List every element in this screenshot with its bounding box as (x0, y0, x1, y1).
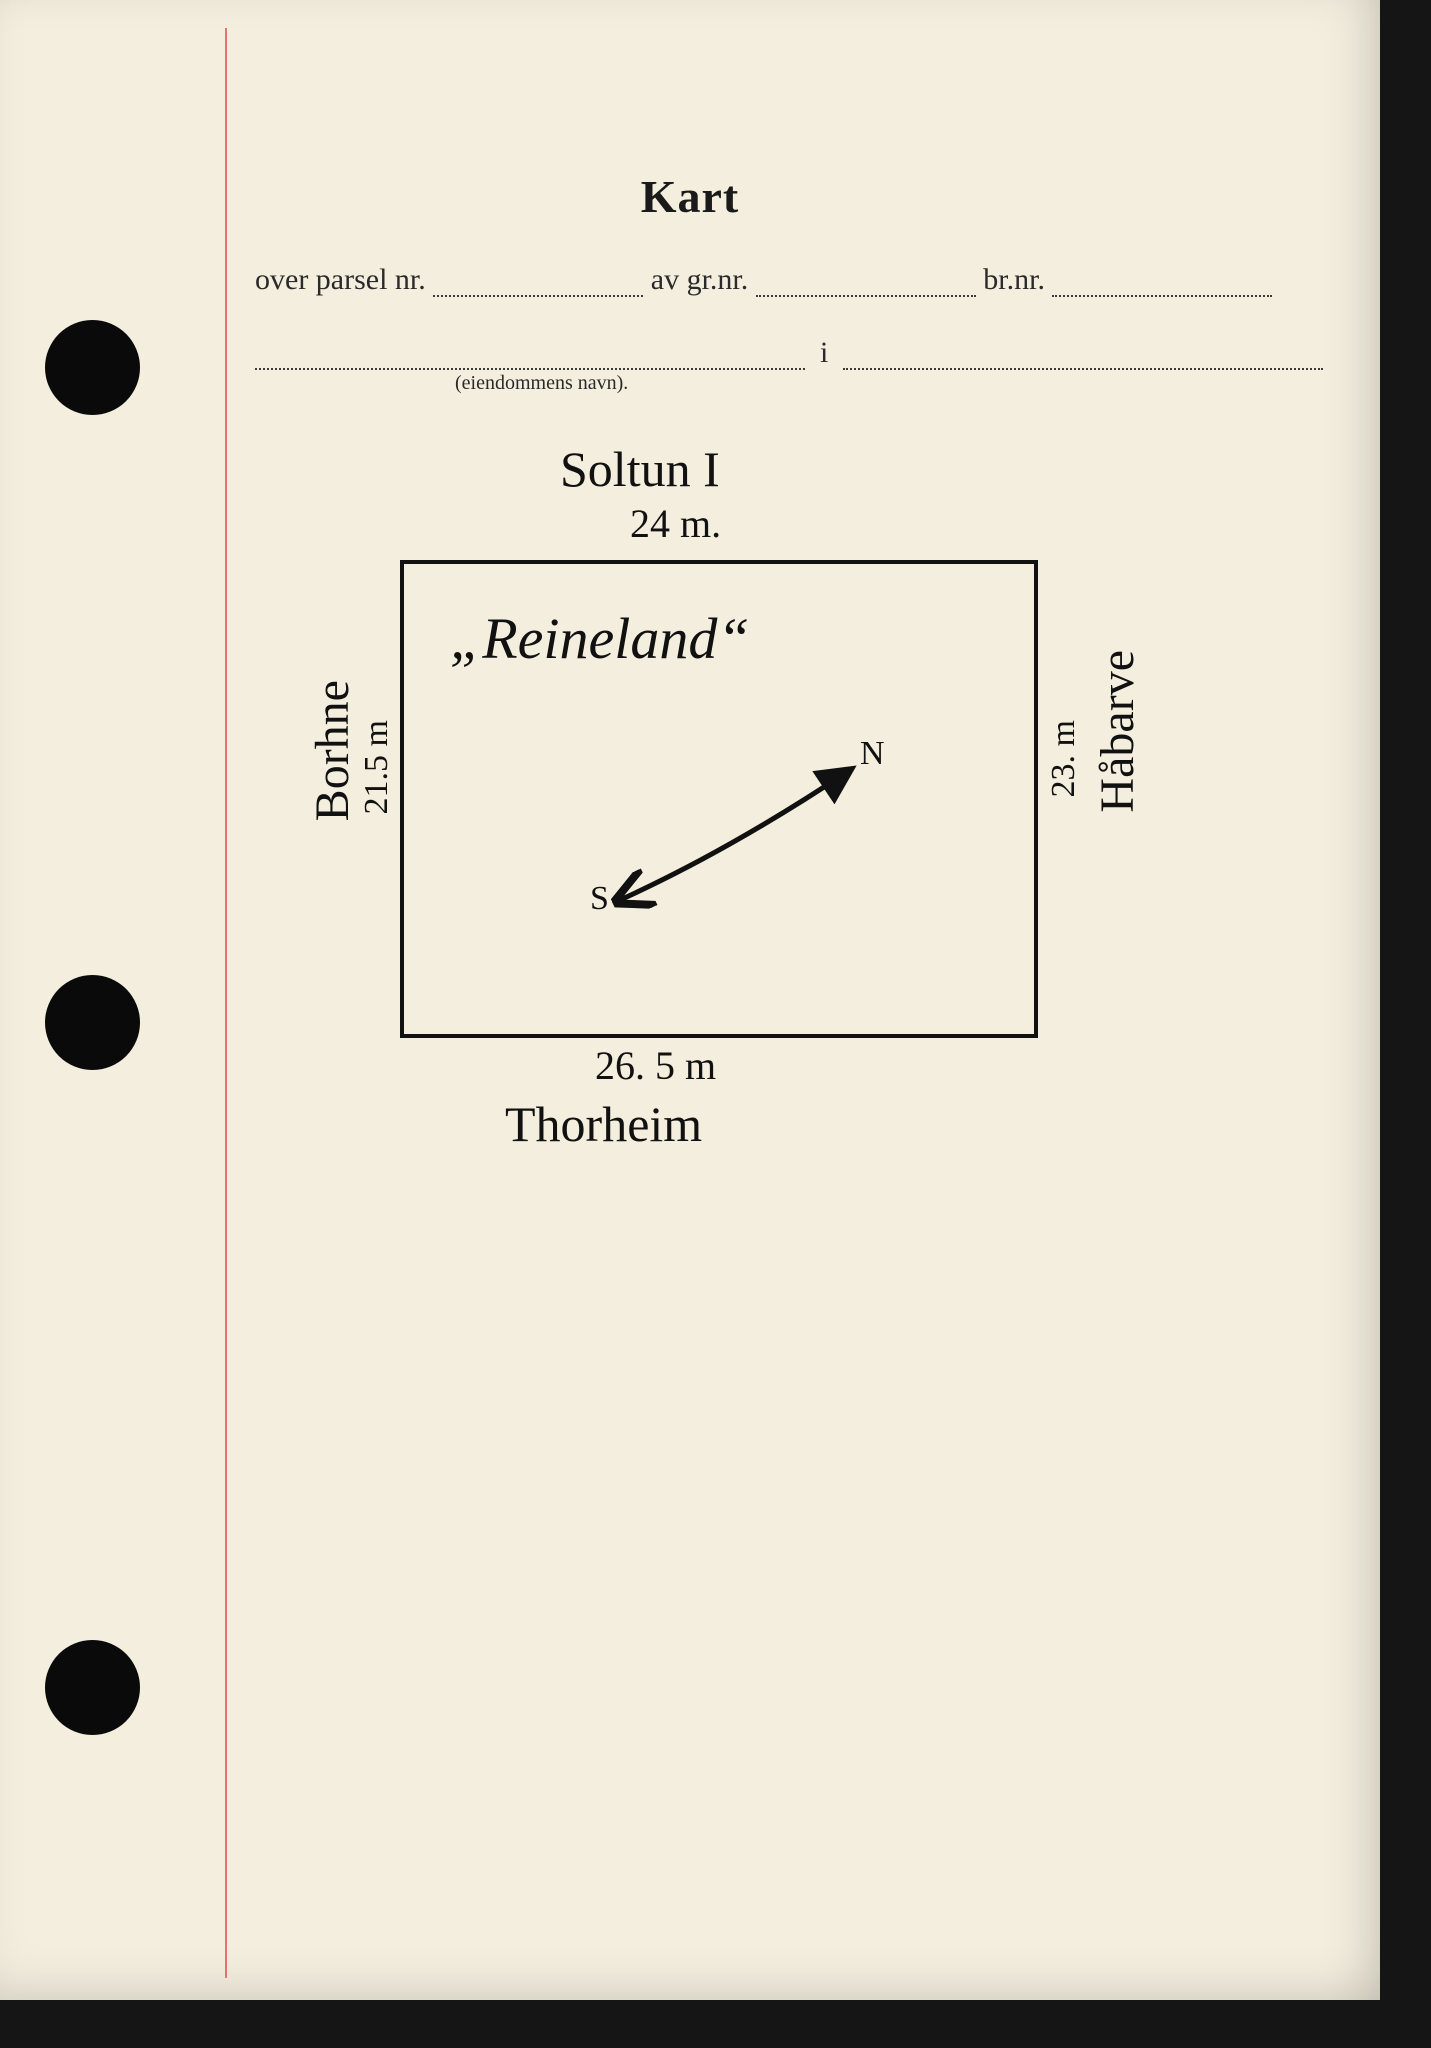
length-right: 23. m (1045, 720, 1083, 797)
neighbor-left: Borhne (305, 680, 360, 821)
length-bottom: 26. 5 m (595, 1042, 716, 1089)
compass-s-label: S (590, 880, 609, 918)
compass-arrow-icon (0, 0, 1380, 2000)
neighbor-bottom: Thorheim (505, 1095, 702, 1153)
neighbor-right: Håbarve (1090, 650, 1145, 813)
compass-n-label: N (860, 735, 885, 773)
document-page: Kart over parsel nr. av gr.nr. br.nr. i … (0, 0, 1380, 2000)
length-left: 21.5 m (358, 720, 396, 814)
